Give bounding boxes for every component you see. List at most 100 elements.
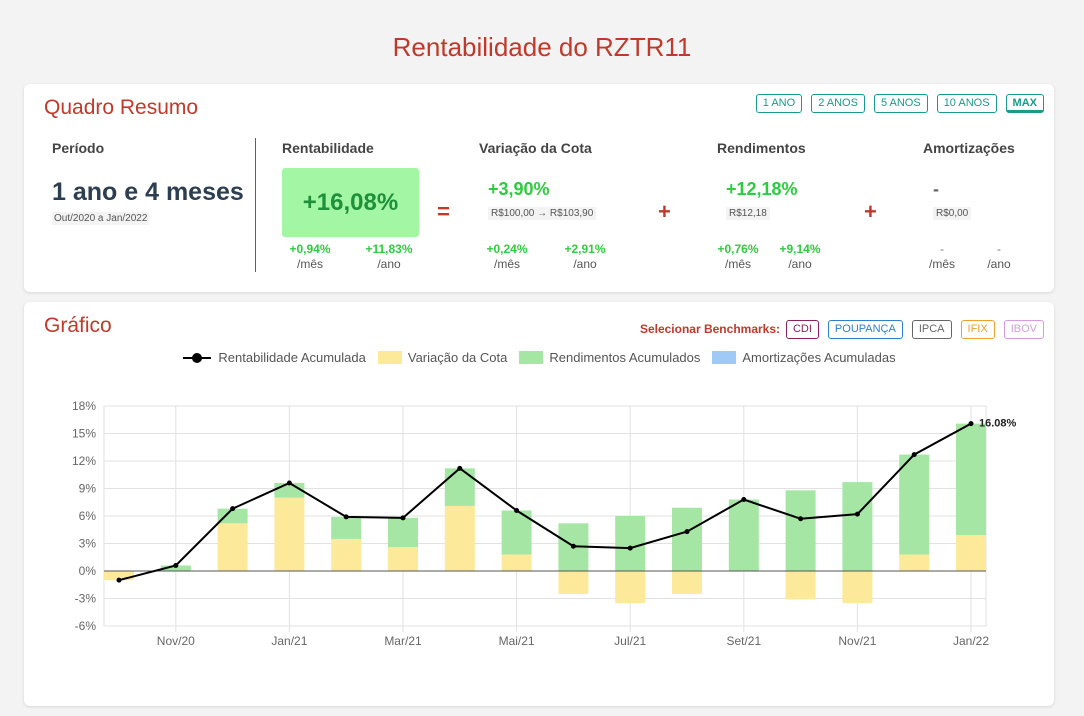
point-rentabilidade	[854, 511, 860, 517]
bar-rendimentos	[331, 516, 362, 539]
amortizacoes-ano: -/ano	[987, 242, 1011, 271]
rentabilidade-value: +16,08%	[282, 168, 419, 237]
periodo-range: Out/2020 a Jan/2022	[52, 212, 150, 225]
summary-title: Quadro Resumo	[44, 96, 199, 119]
summary-card: Quadro Resumo 1 ANO 2 ANOS 5 ANOS 10 ANO…	[24, 84, 1054, 292]
rendimentos-ano: +9,14%/ano	[779, 242, 821, 271]
period-buttons: 1 ANO 2 ANOS 5 ANOS 10 ANOS MAX	[755, 94, 1044, 113]
rentabilidade-mes: +0,94%/mês	[289, 242, 331, 271]
rendimentos-value: +12,18%	[726, 179, 798, 199]
point-rentabilidade	[514, 508, 520, 513]
legend-label: Rendimentos Acumulados	[549, 350, 701, 365]
benchmark-buttons: CDI POUPANÇA IPCA IFIX IBOV	[785, 320, 1044, 339]
period-max-button[interactable]: MAX	[1005, 94, 1044, 113]
x-tick-label: Mai/21	[499, 634, 535, 648]
legend-item-rendimentos[interactable]: Rendimentos Acumulados	[519, 350, 700, 365]
bar-rendimentos	[728, 499, 759, 571]
benchmark-ipca-button[interactable]: IPCA	[911, 320, 952, 339]
divider	[255, 138, 256, 272]
legend-item-variacao[interactable]: Variação da Cota	[377, 350, 508, 365]
point-rentabilidade	[173, 563, 179, 568]
legend-label: Variação da Cota	[407, 350, 508, 365]
bar-variacao-cota	[842, 571, 873, 604]
bar-rendimentos	[160, 565, 191, 571]
chart-title: Gráfico	[44, 314, 112, 337]
legend-swatch	[519, 351, 544, 364]
benchmark-cdi-button[interactable]: CDI	[785, 320, 819, 339]
periodo-label: Período	[52, 140, 105, 156]
y-tick-label: 6%	[79, 509, 97, 523]
amortizacoes-detail: R$0,00	[933, 207, 972, 220]
bar-variacao-cota	[501, 554, 532, 571]
rentabilidade-chart: 18% 15% 12% 9% 6% 3% 0% -3% -6% Nov/20 Jan/21 Mar/2…	[72, 399, 1017, 648]
bar-variacao-cota	[444, 505, 475, 571]
point-rentabilidade	[230, 506, 236, 512]
variacao-ano: +2,91%/ano	[564, 242, 606, 271]
amortizacoes-mes: -/mês	[928, 242, 955, 271]
x-tick-label: Jul/21	[614, 634, 646, 648]
bar-rendimentos	[388, 517, 418, 548]
point-rentabilidade	[400, 515, 406, 521]
rendimentos-mes: +0,76%/mês	[717, 242, 759, 271]
x-tick-label: Jan/21	[271, 634, 307, 648]
point-rentabilidade	[457, 465, 463, 471]
bar-rendimentos	[956, 423, 986, 536]
point-rentabilidade	[911, 452, 917, 458]
x-tick-label: Jan/22	[953, 634, 989, 648]
legend-swatch	[377, 351, 402, 364]
point-rentabilidade	[798, 516, 804, 522]
bar-variacao-cota	[615, 571, 646, 604]
plus-sign-2: +	[864, 199, 877, 224]
y-tick-label: 15%	[72, 427, 96, 441]
bar-variacao-cota	[672, 571, 702, 594]
point-rentabilidade	[116, 577, 122, 583]
point-rentabilidade	[741, 497, 747, 502]
x-tick-label: Nov/21	[838, 634, 876, 648]
rentabilidade-label: Rentabilidade	[282, 140, 374, 156]
point-rentabilidade	[627, 545, 633, 551]
bar-rendimentos	[785, 490, 816, 571]
legend-item-amortizacoes[interactable]: Amortizações Acumuladas	[712, 350, 896, 365]
x-tick-label: Mar/21	[384, 634, 422, 648]
y-tick-label: 18%	[72, 399, 96, 413]
point-rentabilidade	[570, 543, 576, 549]
point-rentabilidade	[286, 480, 292, 486]
bar-variacao-cota	[388, 547, 418, 571]
y-tick-label: 3%	[79, 537, 97, 551]
variacao-detail: R$100,00 → R$103,90	[488, 207, 597, 220]
point-rentabilidade	[968, 421, 974, 427]
bar-rendimentos	[842, 482, 873, 571]
y-tick-label: 12%	[72, 454, 96, 468]
benchmark-ifix-button[interactable]: IFIX	[960, 320, 995, 339]
equals-sign: =	[437, 199, 450, 224]
variacao-label: Variação da Cota	[479, 140, 592, 156]
chart-card: Gráfico Selecionar Benchmarks: CDI POUPAN…	[24, 302, 1054, 706]
y-tick-label: -3%	[75, 592, 97, 606]
benchmarks-label: Selecionar Benchmarks:	[639, 322, 780, 336]
bar-rendimentos	[217, 508, 248, 524]
last-value-label: 16.08%	[979, 418, 1017, 430]
legend-label: Amortizações Acumuladas	[742, 350, 896, 365]
period-5-anos-button[interactable]: 5 ANOS	[873, 94, 928, 113]
variacao-value: +3,90%	[488, 179, 550, 199]
x-tick-label: Nov/20	[157, 634, 195, 648]
period-2-anos-button[interactable]: 2 ANOS	[811, 94, 865, 113]
bar-rendimentos	[615, 516, 646, 571]
y-tick-label: -6%	[75, 619, 97, 633]
bar-rendimentos	[899, 454, 930, 555]
period-10-anos-button[interactable]: 10 ANOS	[936, 94, 997, 113]
line-marker-icon	[183, 352, 212, 363]
x-tick-label: Set/21	[726, 634, 761, 648]
benchmark-poupan-a-button[interactable]: POUPANÇA	[827, 320, 903, 339]
page-title: Rentabilidade do RZTR11	[392, 32, 692, 62]
plus-sign-1: +	[658, 199, 671, 224]
bar-variacao-cota	[956, 535, 986, 571]
period-1-ano-button[interactable]: 1 ANO	[755, 94, 803, 113]
bar-variacao-cota	[331, 538, 362, 571]
bar-variacao-cota	[104, 571, 134, 581]
rentabilidade-ano: +11,83%/ano	[365, 242, 413, 271]
legend-item-rentabilidade[interactable]: Rentabilidade Acumulada	[182, 350, 366, 365]
line-rentabilidade-acumulada	[118, 422, 972, 582]
benchmark-ibov-button[interactable]: IBOV	[1003, 320, 1044, 339]
amortizacoes-value: -	[933, 179, 939, 199]
